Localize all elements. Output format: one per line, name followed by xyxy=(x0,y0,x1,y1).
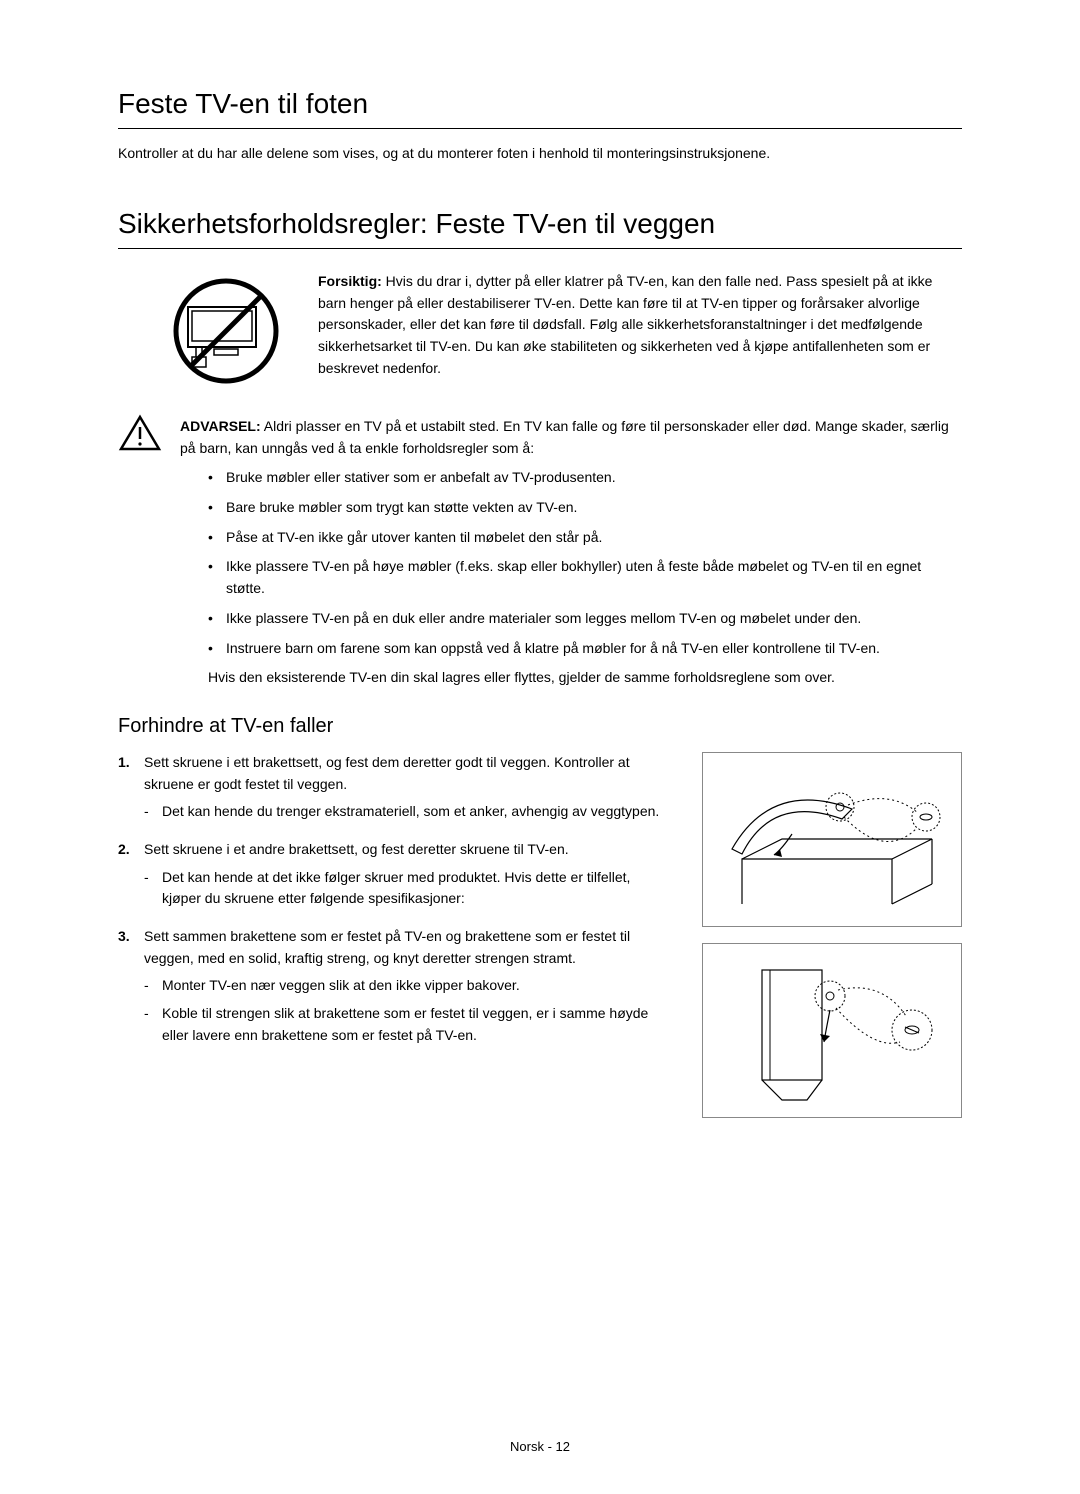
diagrams-column xyxy=(702,752,962,1118)
warning-text: ADVARSEL: Aldri plasser en TV på et usta… xyxy=(180,414,962,459)
step-item: Sett sammen brakettene som er festet på … xyxy=(118,926,662,1046)
list-item: Bare bruke møbler som trygt kan støtte v… xyxy=(208,497,962,519)
step-item: Sett skruene i ett brakettsett, og fest … xyxy=(118,752,662,823)
warning-triangle-icon xyxy=(118,414,162,457)
step-body: Sett skruene i et andre brakettsett, og … xyxy=(144,841,569,857)
list-item: Bruke møbler eller stativer som er anbef… xyxy=(208,467,962,489)
caution-text: Forsiktig: Hvis du drar i, dytter på ell… xyxy=(318,271,962,379)
step-item: Sett skruene i et andre brakettsett, og … xyxy=(118,839,662,910)
sub-item: Koble til strengen slik at brakettene so… xyxy=(144,1003,662,1046)
list-item: Instruere barn om farene som kan oppstå … xyxy=(208,638,962,660)
mounting-diagram-bottom xyxy=(702,943,962,1118)
post-bullets-text: Hvis den eksisterende TV-en din skal lag… xyxy=(118,667,962,689)
caution-body: Hvis du drar i, dytter på eller klatrer … xyxy=(318,273,932,376)
caution-block: Forsiktig: Hvis du drar i, dytter på ell… xyxy=(118,271,962,396)
page-footer: Norsk - 12 xyxy=(0,1439,1080,1454)
caution-label: Forsiktig: xyxy=(318,273,382,289)
sub-item: Monter TV-en nær veggen slik at den ikke… xyxy=(144,975,662,997)
mounting-diagram-top xyxy=(702,752,962,927)
warning-bullets: Bruke møbler eller stativer som er anbef… xyxy=(118,467,962,659)
sub-item: Det kan hende at det ikke følger skruer … xyxy=(144,867,662,910)
prevent-heading: Forhindre at TV-en faller xyxy=(118,715,962,738)
section1-title: Feste TV-en til foten xyxy=(118,88,962,129)
no-pull-tv-icon xyxy=(166,271,286,396)
step-body: Sett sammen brakettene som er festet på … xyxy=(144,928,630,966)
step-body: Sett skruene i ett brakettsett, og fest … xyxy=(144,754,630,792)
section1-intro: Kontroller at du har alle delene som vis… xyxy=(118,143,962,164)
list-item: Påse at TV-en ikke går utover kanten til… xyxy=(208,527,962,549)
sub-item: Det kan hende du trenger ekstramateriell… xyxy=(144,801,662,823)
warning-body: Aldri plasser en TV på et ustabilt sted.… xyxy=(180,418,949,456)
list-item: Ikke plassere TV-en på høye møbler (f.ek… xyxy=(208,556,962,599)
section2-title: Sikkerhetsforholdsregler: Feste TV-en ti… xyxy=(118,208,962,249)
warning-block: ADVARSEL: Aldri plasser en TV på et usta… xyxy=(118,414,962,459)
steps-list: Sett skruene i ett brakettsett, og fest … xyxy=(118,752,662,1047)
two-column-layout: Sett skruene i ett brakettsett, og fest … xyxy=(118,752,962,1118)
warning-label: ADVARSEL: xyxy=(180,418,261,434)
list-item: Ikke plassere TV-en på en duk eller andr… xyxy=(208,608,962,630)
steps-column: Sett skruene i ett brakettsett, og fest … xyxy=(118,752,662,1063)
